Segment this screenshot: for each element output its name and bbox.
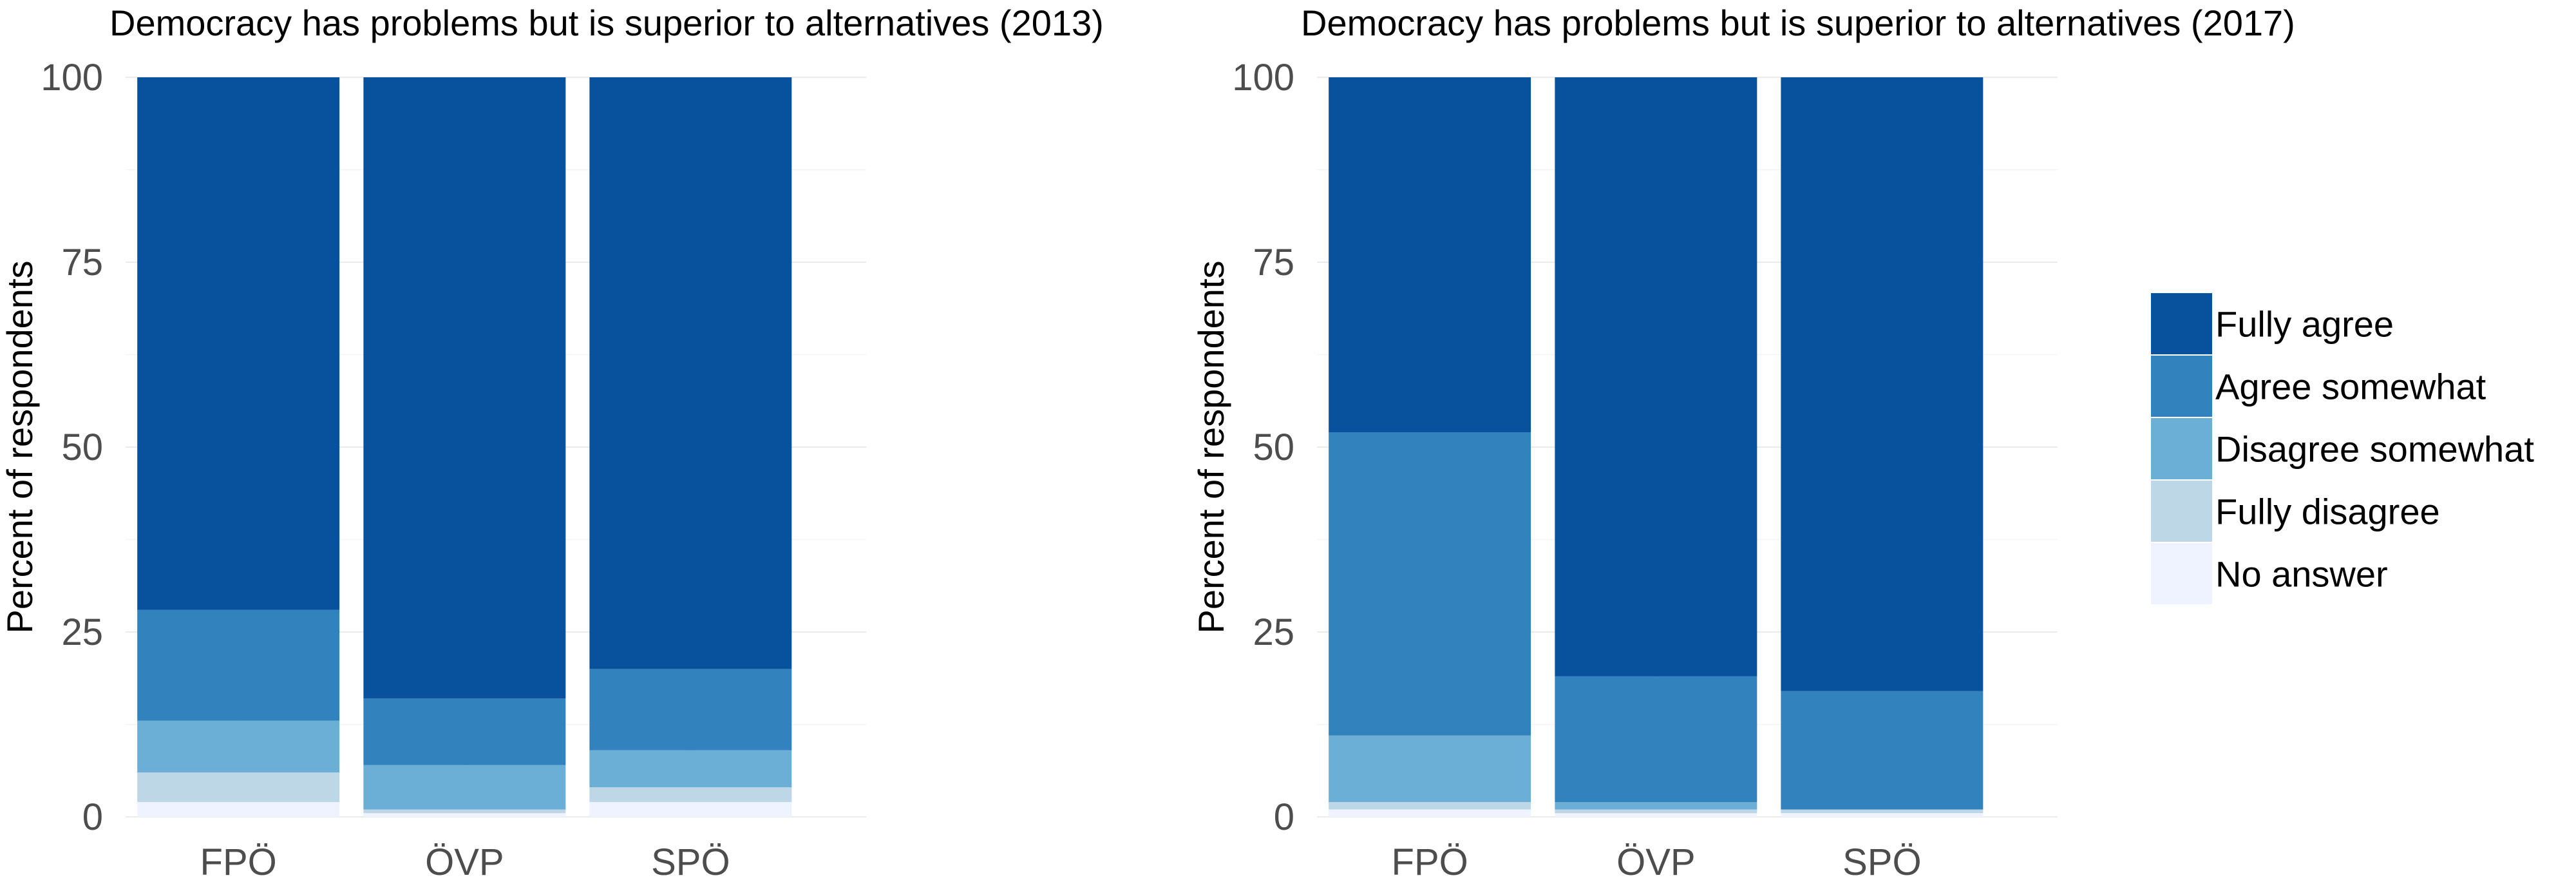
bar-segment-disagree-somewhat — [589, 750, 792, 788]
bar-segment-agree-somewhat — [1329, 432, 1531, 736]
x-tick-label: SPÖ — [1842, 841, 1922, 880]
x-tick-label: ÖVP — [1616, 841, 1696, 880]
bar-segment-fully-agree — [363, 77, 566, 699]
bar-segment-fully-disagree — [589, 787, 792, 803]
bar-segment-fully-disagree — [1781, 809, 1984, 814]
bar-segment-fully-agree — [137, 77, 340, 610]
bar-segment-fully-disagree — [363, 809, 566, 814]
bar-segment-agree-somewhat — [1781, 691, 1984, 810]
legend-swatch — [2151, 543, 2212, 604]
chart-title: Democracy has problems but is superior t… — [1301, 3, 2295, 43]
y-tick-label: 0 — [82, 796, 103, 838]
x-tick-label: SPÖ — [651, 841, 730, 880]
bar-segment-no-answer — [1329, 809, 1531, 817]
bar-segment-disagree-somewhat — [137, 720, 340, 773]
legend: Fully agree Agree somewhat Disagree somewh… — [2151, 293, 2534, 604]
bar-segment-no-answer — [589, 802, 792, 817]
legend-swatch — [2151, 481, 2212, 542]
legend-label: Fully disagree — [2215, 492, 2440, 532]
x-tick-label: FPÖ — [1392, 841, 1468, 880]
legend-label: Agree somewhat — [2215, 367, 2486, 407]
legend-label: Fully agree — [2215, 304, 2394, 345]
y-tick-label: 75 — [1253, 242, 1294, 283]
x-tick-label: FPÖ — [200, 841, 277, 880]
bar-segment-fully-disagree — [1555, 809, 1757, 814]
bar-segment-no-answer — [1781, 813, 1984, 817]
bar-segment-fully-agree — [589, 77, 792, 669]
bar-segment-fully-agree — [1329, 77, 1531, 433]
bar-segment-agree-somewhat — [589, 669, 792, 751]
y-axis-title: Percent of respondents — [1191, 260, 1231, 633]
bar-segment-disagree-somewhat — [363, 765, 566, 810]
bar-segment-disagree-somewhat — [1555, 802, 1757, 810]
bar-segment-fully-agree — [1555, 77, 1757, 676]
legend-swatch — [2151, 293, 2212, 354]
y-axis-title: Percent of respondents — [0, 260, 40, 633]
bar-segment-disagree-somewhat — [1329, 735, 1531, 803]
y-tick-label: 75 — [61, 242, 103, 283]
y-tick-label: 100 — [41, 57, 103, 99]
x-tick-label: ÖVP — [425, 841, 504, 880]
y-tick-label: 50 — [61, 426, 103, 468]
bar-segment-agree-somewhat — [1555, 676, 1757, 803]
bar-segment-fully-disagree — [1329, 802, 1531, 810]
legend-label: Disagree somewhat — [2215, 429, 2534, 470]
bar-segment-fully-agree — [1781, 77, 1984, 691]
legend-swatch — [2151, 418, 2212, 479]
y-tick-label: 25 — [61, 611, 103, 653]
bar-segment-no-answer — [137, 802, 340, 817]
chart-title: Democracy has problems but is superior t… — [109, 3, 1104, 43]
bar-segment-agree-somewhat — [363, 698, 566, 765]
bar-segment-no-answer — [1555, 813, 1757, 817]
legend-swatch — [2151, 356, 2212, 417]
bar-segment-agree-somewhat — [137, 609, 340, 721]
y-tick-label: 0 — [1274, 796, 1294, 838]
y-tick-label: 100 — [1232, 57, 1294, 99]
legend-label: No answer — [2215, 554, 2388, 595]
chart-panel-2017: Democracy has problems but is superior t… — [1191, 3, 2295, 880]
y-tick-label: 50 — [1253, 426, 1294, 468]
bar-segment-no-answer — [363, 813, 566, 817]
chart-panel-2013: Democracy has problems but is superior t… — [0, 3, 1104, 880]
y-tick-label: 25 — [1253, 611, 1294, 653]
bar-segment-fully-disagree — [137, 772, 340, 803]
